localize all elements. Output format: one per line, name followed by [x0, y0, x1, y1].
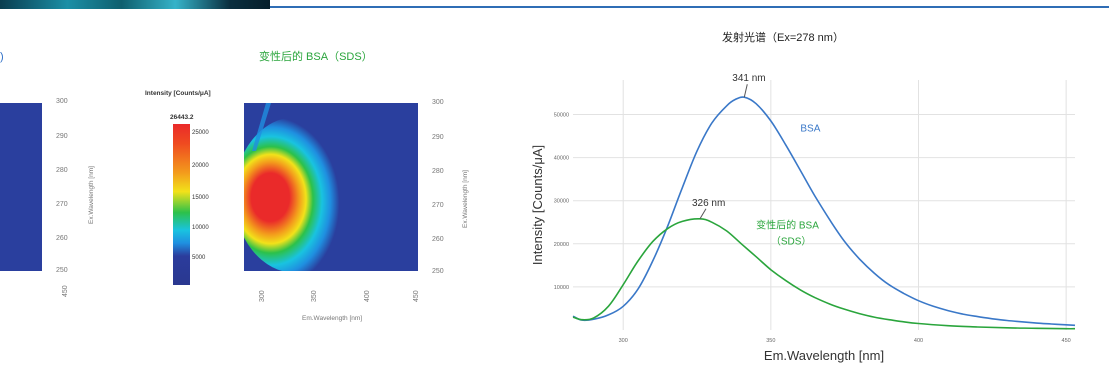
left-y-tick: 280	[56, 167, 68, 174]
left-heatmap	[0, 103, 42, 271]
mid-x-axis-label: Em.Wavelength [nm]	[302, 315, 363, 322]
mid-x-tick: 450	[413, 290, 420, 302]
colorbar-title: Intensity [Counts/μA]	[145, 90, 211, 97]
series-label-sds-line2: （SDS）	[771, 236, 812, 248]
heatmap-scatter-band	[252, 103, 271, 151]
colorbar-tick: 25000	[192, 130, 209, 136]
colorbar-tick: 10000	[192, 225, 209, 231]
banner-rule	[270, 6, 1109, 8]
series-line-bsa	[572, 96, 1076, 327]
left-y-axis-label: Ex.Wavelength [nm]	[88, 166, 95, 224]
mid-y-tick: 290	[432, 134, 444, 141]
mid-y-tick: 280	[432, 168, 444, 175]
mid-y-tick: 260	[432, 236, 444, 243]
mid-y-tick: 270	[432, 202, 444, 209]
mid-panel-title: 变性后的 BSA（SDS）	[259, 51, 373, 63]
left-title-fragment: )	[0, 51, 4, 63]
chart-title: 发射光谱（Ex=278 nm）	[722, 32, 844, 44]
x-tick-label: 300	[619, 338, 628, 344]
left-y-tick: 250	[56, 267, 68, 274]
left-y-tick: 270	[56, 201, 68, 208]
peak-label-bsa: 341 nm	[732, 73, 765, 84]
series-label-sds-line1: 变性后的 BSA	[756, 219, 819, 232]
colorbar-tick: 5000	[192, 255, 206, 261]
colorbar-max-value: 26443.2	[170, 114, 194, 121]
y-tick-label: 10000	[554, 285, 569, 291]
mid-x-tick: 300	[259, 290, 266, 302]
y-axis-label: Intensity [Counts/μA]	[530, 145, 545, 265]
peak-leader-line	[699, 208, 707, 220]
y-tick-label: 30000	[554, 199, 569, 205]
mid-y-axis-label: Ex.Wavelength [nm]	[462, 170, 469, 228]
left-y-tick: 300	[56, 98, 68, 105]
mid-y-tick: 250	[432, 268, 444, 275]
left-y-tick: 260	[56, 235, 68, 242]
y-tick-label: 40000	[554, 156, 569, 162]
peak-label-sds: 326 nm	[692, 198, 725, 209]
emission-line-chart: 300 350 400 450 10000 20000 30000 40000 50000 Em.…	[530, 73, 1076, 363]
mid-heatmap	[244, 103, 418, 271]
mid-y-tick: 300	[432, 99, 444, 106]
peak-leader-line	[743, 84, 748, 98]
x-tick-label: 350	[766, 338, 775, 344]
y-tick-label: 50000	[554, 112, 569, 118]
left-x-tick: 450	[62, 285, 69, 297]
x-axis-label: Em.Wavelength [nm]	[764, 348, 884, 363]
left-y-axis: 300 290 280 270 260 250	[42, 96, 82, 281]
x-tick-label: 400	[914, 338, 923, 344]
colorbar	[173, 124, 190, 285]
left-y-tick: 290	[56, 133, 68, 140]
colorbar-tick: 15000	[192, 195, 209, 201]
banner-decorative-art	[0, 0, 270, 9]
heatmap-blob	[244, 117, 358, 271]
top-banner	[0, 0, 1109, 9]
mid-x-tick: 350	[311, 290, 318, 302]
x-tick-label: 450	[1062, 338, 1071, 344]
y-tick-label: 20000	[554, 242, 569, 248]
colorbar-tick: 20000	[192, 163, 209, 169]
mid-x-tick: 400	[364, 290, 371, 302]
series-line-bsa-sds	[572, 217, 1076, 330]
series-label-bsa: BSA	[800, 124, 820, 135]
